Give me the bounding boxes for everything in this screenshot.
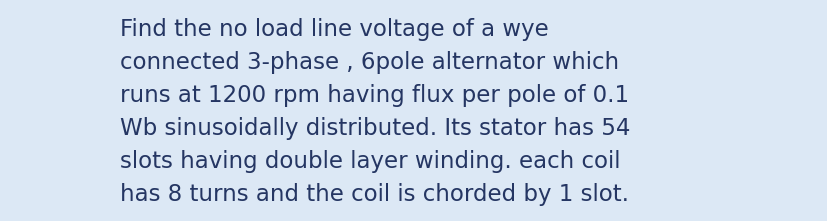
Text: has 8 turns and the coil is chorded by 1 slot.: has 8 turns and the coil is chorded by 1… (120, 183, 629, 206)
Text: slots having double layer winding. each coil: slots having double layer winding. each … (120, 150, 619, 173)
Text: runs at 1200 rpm having flux per pole of 0.1: runs at 1200 rpm having flux per pole of… (120, 84, 629, 107)
Text: Wb sinusoidally distributed. Its stator has 54: Wb sinusoidally distributed. Its stator … (120, 117, 629, 140)
Text: connected 3-phase , 6pole alternator which: connected 3-phase , 6pole alternator whi… (120, 51, 619, 74)
Text: Find the no load line voltage of a wye: Find the no load line voltage of a wye (120, 18, 548, 41)
